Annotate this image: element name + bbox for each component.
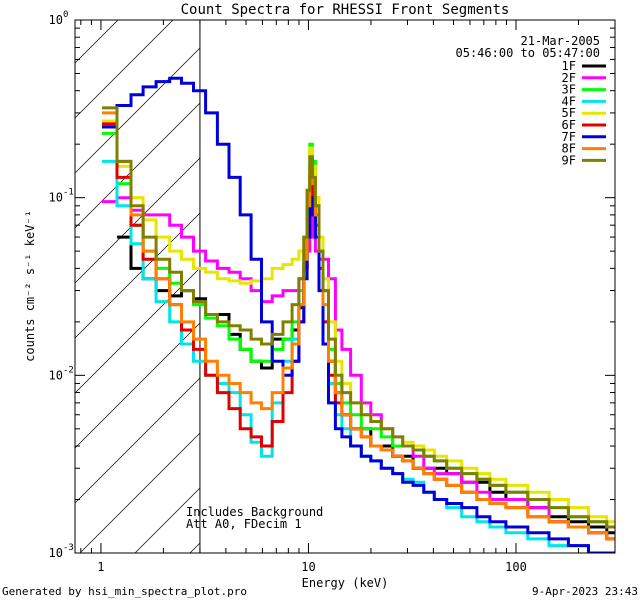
x-axis-label: Energy (keV) xyxy=(302,576,389,590)
y-tick-base: 10 xyxy=(49,546,63,560)
time-range-label: 05:46:00 to 05:47:00 xyxy=(456,46,601,60)
x-tick-label: 10 xyxy=(301,560,315,574)
annotation-line-1: Includes Background xyxy=(186,505,323,519)
hatched-region xyxy=(75,20,200,553)
footer-date-label: 9-Apr-2023 23:43 xyxy=(532,585,638,598)
series-3F xyxy=(102,131,615,529)
axis-ticks xyxy=(75,19,616,554)
y-tick-labels: 10 -3 10 -2 10 -1 10 0 xyxy=(49,10,74,560)
y-tick-exponent: -2 xyxy=(63,365,74,375)
legend-label: 2F xyxy=(562,71,576,85)
series-8F xyxy=(102,111,615,541)
date-label: 21-Mar-2005 xyxy=(521,34,600,48)
legend-label: 7F xyxy=(562,130,576,144)
plot-frame xyxy=(74,19,616,554)
y-tick-exponent: -1 xyxy=(63,188,74,198)
y-axis-label: counts cm⁻² s⁻¹ keV⁻¹ xyxy=(23,210,37,362)
y-tick-label: 10 0 xyxy=(49,10,69,27)
y-tick-exponent: -3 xyxy=(63,543,74,553)
legend-label: 6F xyxy=(562,118,576,132)
generated-by-label: Generated by hsi_min_spectra_plot.pro xyxy=(2,585,247,598)
x-tick-label: 100 xyxy=(505,560,527,574)
series-9F xyxy=(102,106,615,529)
y-tick-base: 10 xyxy=(49,368,63,382)
y-tick-label: 10 -2 xyxy=(49,365,74,382)
series-2F xyxy=(102,196,615,541)
chart-title: Count Spectra for RHESSI Front Segments xyxy=(181,2,510,18)
series-layer xyxy=(102,76,615,553)
legend-label: 1F xyxy=(562,59,576,73)
legend-label: 9F xyxy=(562,153,576,167)
legend-label: 3F xyxy=(562,83,576,97)
y-tick-base: 10 xyxy=(49,13,63,27)
y-tick-label: 10 -3 xyxy=(49,543,74,560)
legend-label: 4F xyxy=(562,94,576,108)
legend-label: 8F xyxy=(562,142,576,156)
x-tick-labels: 1 10 100 xyxy=(97,560,527,574)
y-tick-label: 10 -1 xyxy=(49,188,74,205)
series-5F xyxy=(102,119,615,524)
series-6F xyxy=(102,122,615,541)
x-tick-label: 1 xyxy=(97,560,104,574)
y-tick-base: 10 xyxy=(49,191,63,205)
legend-label: 5F xyxy=(562,106,576,120)
series-4F xyxy=(102,159,615,553)
y-tick-exponent: 0 xyxy=(63,10,68,20)
annotation-line-2: Att A0, FDecim 1 xyxy=(186,517,302,531)
series-7F xyxy=(102,76,615,553)
